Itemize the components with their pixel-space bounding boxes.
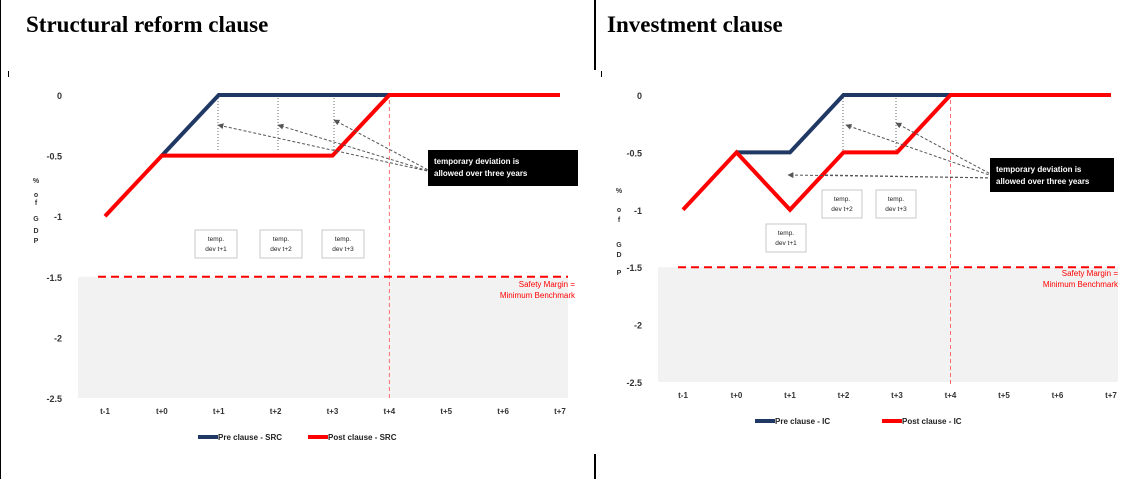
x-tick-label: t-1: [100, 407, 110, 416]
y-tick-label: 0: [637, 91, 642, 101]
x-tick-label: t+5: [998, 391, 1010, 400]
temp-deviation-label: temp.: [778, 230, 794, 237]
x-tick-label: t+0: [731, 391, 743, 400]
y-axis-label-char: o: [617, 207, 621, 214]
annotation-text: allowed over three years: [434, 169, 528, 178]
x-tick-label: t+2: [270, 407, 282, 416]
y-tick-label: -2: [634, 321, 642, 331]
temp-deviation-label: dev t+2: [831, 206, 853, 213]
temp-deviation-label: dev t+3: [885, 206, 907, 213]
temp-deviation-label: dev t+2: [270, 246, 292, 253]
annotation-arrow: [824, 174, 999, 179]
y-axis-label-char: D: [33, 228, 38, 235]
annotation-text: temporary deviation is: [996, 165, 1082, 174]
temp-deviation-box: [259, 229, 303, 259]
frame-tick-left: [8, 71, 9, 77]
y-tick-label: -2.5: [626, 378, 642, 388]
temp-deviation-label: dev t+1: [205, 246, 227, 253]
y-tick-label: -1: [54, 212, 62, 222]
annotation-arrow: [217, 123, 433, 173]
legend-label: Pre clause - IC: [775, 417, 830, 426]
y-tick-label: -0.5: [46, 152, 62, 162]
temp-deviation-box: [194, 229, 238, 259]
shaded-region: [78, 276, 568, 398]
annotation-text: allowed over three years: [996, 177, 1090, 186]
y-tick-label: -1.5: [46, 273, 62, 283]
temp-deviation-label: dev t+3: [332, 246, 354, 253]
x-tick-label: t+6: [1052, 391, 1064, 400]
temp-deviation-box: [875, 189, 917, 219]
y-axis-label-char: %: [616, 188, 623, 195]
y-axis-label-char: f: [618, 217, 621, 224]
x-tick-label: t+1: [213, 407, 225, 416]
safety-margin-label: Minimum Benchmark: [500, 291, 576, 300]
x-tick-label: t+5: [440, 407, 452, 416]
series-line-pre-clause: [160, 93, 390, 157]
temp-deviation-label: temp.: [335, 236, 351, 243]
frame-divider-top: [594, 0, 596, 70]
frame-tick-mid: [601, 71, 602, 77]
y-axis-label-char: G: [616, 242, 622, 249]
legend-label: Post clause - IC: [902, 417, 962, 426]
y-axis-label-char: G: [33, 216, 39, 223]
panel-title-investment: Investment clause: [607, 12, 783, 37]
safety-margin-label: Safety Margin =: [519, 280, 576, 289]
y-axis-label-char: P: [34, 238, 39, 245]
y-tick-label: 0: [57, 91, 62, 101]
x-tick-label: t+1: [784, 391, 796, 400]
y-tick-label: -1: [634, 206, 642, 216]
y-axis-label-char: %: [33, 178, 40, 185]
frame-divider-bottom: [594, 454, 596, 479]
temp-deviation-box: [765, 223, 807, 253]
x-tick-label: t-1: [678, 391, 688, 400]
y-tick-label: -2.5: [46, 394, 62, 404]
x-tick-label: t+6: [497, 407, 509, 416]
frame-left-edge: [0, 0, 1, 479]
x-tick-label: t+4: [945, 391, 957, 400]
temp-deviation-label: temp.: [888, 196, 904, 203]
annotation-box: [428, 150, 578, 186]
safety-margin-label: Minimum Benchmark: [1043, 280, 1119, 289]
y-axis-label-char: P: [617, 270, 622, 277]
series-line-pre-clause: [736, 93, 951, 155]
legend-label: Pre clause - SRC: [218, 433, 282, 442]
temp-deviation-label: temp.: [208, 236, 224, 243]
x-tick-label: t+7: [1105, 391, 1117, 400]
annotation-box: [990, 158, 1114, 192]
x-tick-label: t+4: [383, 407, 395, 416]
x-tick-label: t+2: [838, 391, 850, 400]
temp-deviation-box: [321, 229, 365, 259]
annotation-arrow: [895, 122, 999, 179]
annotation-arrow: [277, 123, 433, 173]
y-axis-label-char: f: [35, 200, 38, 207]
x-tick-label: t+3: [891, 391, 903, 400]
x-tick-label: t+3: [327, 407, 339, 416]
chart-2: 0 -0.5 -1 -1.5 -2 -2.5 t-1 t+0 t+1 t+2 t+3 t+4 t+5 t+…: [616, 91, 1119, 426]
x-tick-label: t+0: [156, 407, 168, 416]
temp-deviation-label: dev t+1: [775, 240, 797, 247]
temp-deviation-box: [821, 189, 863, 219]
y-tick-label: -2: [54, 333, 62, 343]
chart-1: 0 -0.5 -1 -1.5 -2 -2.5 t-1 t+0 t+1 t+2 t+3 t+4 t+5 t+…: [33, 91, 578, 442]
legend-label: Post clause - SRC: [328, 433, 397, 442]
safety-margin-label: Safety Margin =: [1062, 269, 1119, 278]
annotation-arrow: [333, 119, 433, 173]
panel-title-structural-reform: Structural reform clause: [26, 12, 269, 37]
temp-deviation-label: temp.: [834, 196, 850, 203]
shaded-region: [658, 267, 1118, 382]
x-tick-label: t+7: [554, 407, 566, 416]
y-axis-label-char: o: [34, 192, 38, 199]
y-tick-label: -1.5: [626, 263, 642, 273]
y-tick-label: -0.5: [626, 148, 642, 158]
annotation-arrow: [845, 123, 999, 179]
y-axis-label-char: D: [616, 252, 621, 259]
series-line-post-clause: [103, 93, 560, 218]
series-line-post-clause: [681, 93, 1111, 213]
annotation-text: temporary deviation is: [434, 157, 520, 166]
temp-deviation-label: temp.: [273, 236, 289, 243]
